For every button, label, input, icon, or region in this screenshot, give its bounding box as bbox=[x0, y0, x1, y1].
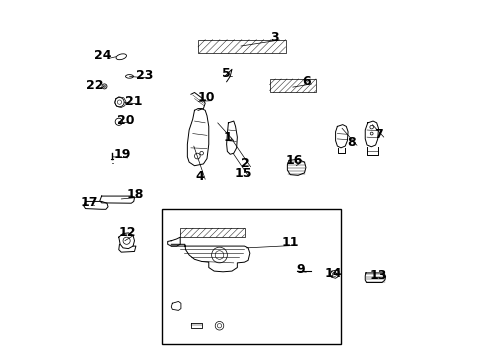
Text: 13: 13 bbox=[369, 269, 386, 282]
Text: 6: 6 bbox=[302, 75, 310, 87]
Text: 8: 8 bbox=[346, 136, 355, 149]
Text: 16: 16 bbox=[285, 154, 303, 167]
Text: 9: 9 bbox=[296, 263, 305, 276]
Text: 12: 12 bbox=[119, 226, 136, 239]
Text: 22: 22 bbox=[85, 79, 103, 92]
Text: 18: 18 bbox=[126, 188, 144, 201]
Text: 4: 4 bbox=[195, 170, 204, 183]
Bar bbox=[269, 79, 315, 93]
Text: 11: 11 bbox=[281, 236, 298, 249]
Text: 10: 10 bbox=[197, 91, 215, 104]
Bar bbox=[180, 228, 244, 237]
Text: 19: 19 bbox=[113, 148, 131, 162]
Text: 7: 7 bbox=[373, 128, 382, 141]
Text: 14: 14 bbox=[325, 267, 342, 280]
Bar bbox=[198, 40, 285, 53]
Text: 2: 2 bbox=[241, 157, 249, 170]
Text: 15: 15 bbox=[234, 167, 252, 180]
Text: 24: 24 bbox=[94, 49, 111, 62]
Text: 1: 1 bbox=[224, 131, 232, 144]
Text: 3: 3 bbox=[269, 31, 278, 44]
Text: 5: 5 bbox=[222, 67, 230, 80]
Text: 20: 20 bbox=[117, 114, 134, 127]
Bar bbox=[162, 208, 340, 344]
Text: 21: 21 bbox=[125, 95, 142, 108]
Text: 17: 17 bbox=[80, 195, 98, 209]
Text: 23: 23 bbox=[136, 69, 153, 82]
